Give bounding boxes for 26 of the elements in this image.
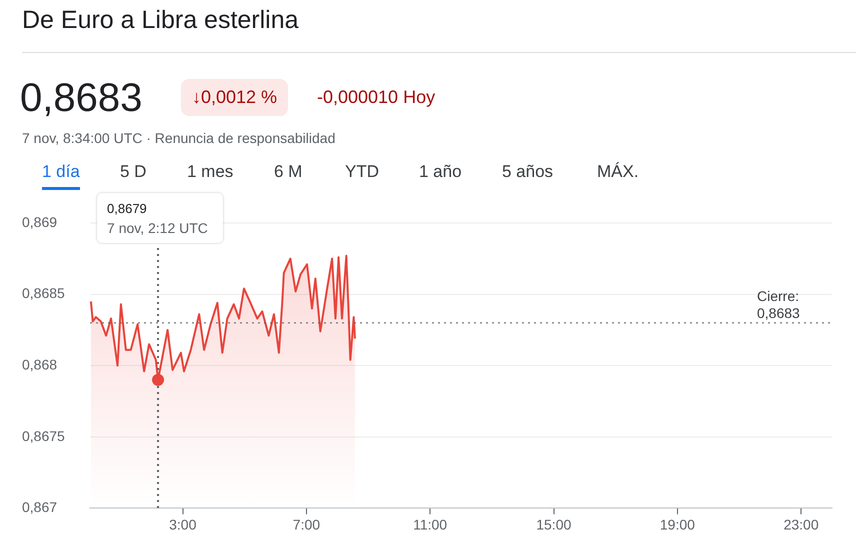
text: YTD xyxy=(345,162,379,183)
chart-title: De Euro a Libra esterlina xyxy=(22,6,299,35)
annotation: 0,8679 7 nov, 2:12 UTC xyxy=(107,201,208,236)
text: 6 M xyxy=(274,162,302,183)
text: 7 nov, 8:34:00 UTC · Renuncia de responsabilidad xyxy=(22,130,336,146)
y-tick-label: 0,868 xyxy=(22,356,58,372)
y-tick-label: 0,8675 xyxy=(22,428,66,444)
ref-line-label: Cierre: 0,8683 xyxy=(757,288,800,321)
text: 1 mes xyxy=(187,162,234,183)
x-tick-label: 11:00 xyxy=(413,516,448,532)
y-tick-label: 0,869 xyxy=(22,214,58,230)
x-tick-label: 15:00 xyxy=(536,516,572,532)
y-tick-label: 0,8685 xyxy=(22,285,66,302)
x-tick-label: 7:00 xyxy=(292,516,320,532)
text: MÁX. xyxy=(597,162,639,183)
y-tick-label: 0,867 xyxy=(22,499,58,516)
x-tick-label: 3:00 xyxy=(169,516,197,532)
text: 1 día xyxy=(42,162,80,190)
text: 5 años xyxy=(502,162,554,183)
text: 1 año xyxy=(419,162,462,183)
text: -0,000010 Hoy xyxy=(317,87,436,108)
text: 5 D xyxy=(120,162,146,183)
x-tick-label: 19:00 xyxy=(660,516,696,532)
text: ↓0,0012 % xyxy=(181,79,288,116)
chart-subtitle: 0,8683 xyxy=(20,76,142,121)
x-tick-label: 23:00 xyxy=(784,516,819,532)
